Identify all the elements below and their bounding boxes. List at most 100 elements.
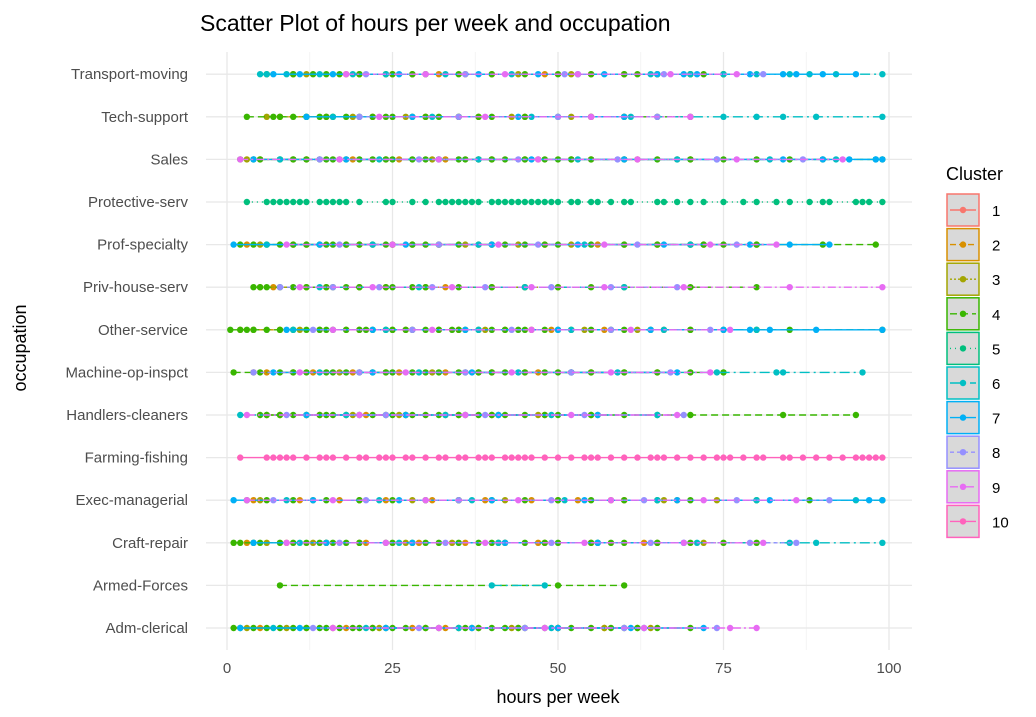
point-cluster-10 (435, 454, 443, 461)
grid (206, 52, 912, 650)
point-cluster-4 (243, 113, 251, 121)
point-cluster-10 (713, 454, 721, 461)
point-cluster-6 (753, 113, 760, 121)
legend-label-6: 6 (992, 376, 1000, 393)
point-cluster-6 (812, 539, 820, 546)
point-cluster-5 (879, 198, 886, 206)
point-cluster-9 (726, 624, 734, 632)
point-cluster-10 (402, 454, 409, 461)
point-cluster-4 (237, 539, 244, 546)
point-cluster-8 (316, 156, 323, 163)
point-cluster-4 (290, 284, 297, 291)
point-cluster-5 (290, 198, 297, 206)
point-cluster-10 (700, 454, 707, 461)
point-cluster-10 (879, 454, 886, 461)
point-cluster-9 (707, 241, 714, 248)
point-cluster-5 (409, 198, 416, 206)
point-cluster-9 (481, 113, 489, 121)
point-cluster-8 (793, 539, 800, 546)
point-cluster-7 (766, 326, 774, 333)
point-cluster-8 (309, 624, 317, 632)
point-cluster-4 (250, 326, 257, 333)
legend-label-3: 3 (992, 272, 1000, 289)
point-cluster-4 (256, 411, 264, 419)
point-cluster-5 (342, 198, 350, 206)
point-cluster-5 (806, 198, 813, 206)
point-cluster-6 (256, 71, 264, 78)
point-cluster-9 (429, 326, 436, 333)
point-cluster-4 (290, 113, 297, 121)
point-cluster-9 (422, 71, 429, 78)
legend-label-9: 9 (992, 480, 1000, 497)
point-cluster-9 (336, 156, 343, 163)
point-cluster-7 (793, 71, 800, 78)
point-cluster-10 (812, 454, 820, 461)
point-cluster-10 (594, 454, 601, 461)
legend-title: Cluster (946, 164, 1003, 184)
point-cluster-7 (819, 71, 826, 78)
point-cluster-10 (760, 454, 767, 461)
point-cluster-5 (528, 198, 535, 206)
point-cluster-4 (243, 326, 251, 333)
point-cluster-7 (230, 241, 237, 248)
y-tick-labels: Adm-clerical Armed-Forces Craft-repair Exec… (65, 66, 188, 637)
point-cluster-9 (329, 624, 337, 632)
point-cluster-4 (230, 624, 237, 632)
legend-label-7: 7 (992, 411, 1000, 428)
point-cluster-5 (587, 198, 595, 206)
point-cluster-8 (481, 284, 489, 291)
point-cluster-10 (501, 454, 509, 461)
point-cluster-7 (872, 156, 879, 163)
point-cluster-8 (270, 497, 277, 504)
x-tick-label: 50 (550, 660, 567, 677)
point-cluster-8 (568, 369, 575, 376)
point-cluster-4 (276, 326, 284, 333)
legend-label-5: 5 (992, 341, 1000, 358)
point-cluster-4 (230, 539, 237, 546)
point-cluster-4 (872, 241, 879, 248)
point-cluster-4 (256, 284, 264, 291)
point-cluster-3 (263, 113, 270, 121)
point-cluster-7 (746, 326, 754, 333)
point-cluster-10 (389, 454, 396, 461)
point-cluster-9 (534, 156, 542, 163)
point-cluster-5 (852, 198, 860, 206)
point-cluster-8 (356, 113, 363, 121)
point-cluster-9 (528, 284, 535, 291)
point-cluster-7 (250, 156, 257, 163)
x-tick-label: 75 (715, 660, 732, 677)
point-cluster-9 (283, 539, 290, 546)
y-tick-label: Machine-op-inspct (65, 364, 188, 381)
point-cluster-4 (753, 284, 760, 291)
point-cluster-6 (859, 369, 866, 376)
point-cluster-8 (376, 284, 383, 291)
x-axis-title: hours per week (496, 687, 620, 707)
point-cluster-8 (521, 624, 529, 632)
point-cluster-10 (660, 454, 668, 461)
legend-point-4 (959, 310, 967, 317)
point-cluster-9 (581, 539, 588, 546)
point-cluster-8 (250, 369, 257, 376)
legend-label-2: 2 (992, 238, 1000, 255)
point-cluster-7 (303, 113, 310, 121)
point-cluster-7 (826, 241, 833, 248)
point-cluster-5 (786, 198, 793, 206)
point-cluster-5 (673, 198, 681, 206)
point-cluster-10 (753, 454, 760, 461)
point-cluster-5 (594, 198, 601, 206)
point-cluster-10 (508, 454, 515, 461)
point-cluster-8 (442, 539, 449, 546)
legend-point-6 (959, 379, 967, 387)
point-cluster-8 (455, 113, 462, 121)
point-cluster-9 (587, 113, 595, 121)
point-cluster-6 (654, 411, 661, 419)
legend-point-7 (959, 414, 967, 421)
point-cluster-9 (793, 497, 800, 504)
point-cluster-5 (753, 198, 760, 206)
point-cluster-10 (290, 454, 297, 461)
point-cluster-5 (554, 198, 562, 206)
point-cluster-10 (455, 454, 462, 461)
point-cluster-7 (230, 497, 237, 504)
point-cluster-5 (276, 198, 284, 206)
legend-point-2 (959, 241, 967, 248)
